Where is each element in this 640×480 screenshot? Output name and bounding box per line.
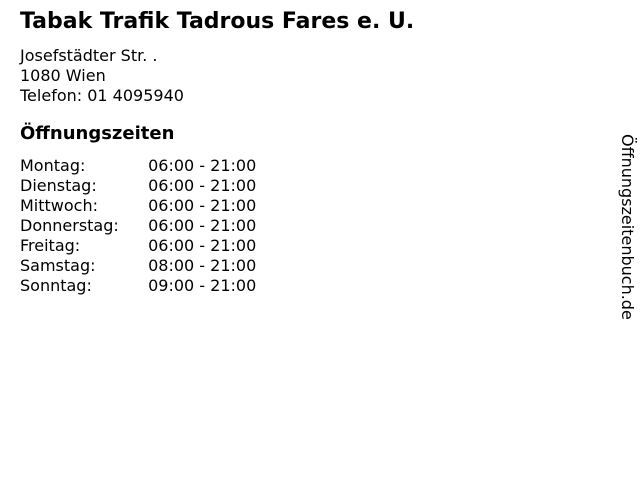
address-street: Josefstädter Str. . (20, 46, 158, 65)
time-value: 06:00 - 21:00 (148, 176, 257, 195)
time-value: 09:00 - 21:00 (148, 276, 257, 295)
hours-row: Dienstag: 06:00 - 21:00 (20, 176, 256, 196)
day-label: Mittwoch: (20, 196, 98, 215)
opening-hours-list: Montag: 06:00 - 21:00 Dienstag: 06:00 - … (20, 156, 256, 296)
day-label: Samstag: (20, 256, 96, 275)
hours-row: Montag: 06:00 - 21:00 (20, 156, 256, 176)
time-value: 06:00 - 21:00 (148, 196, 257, 215)
time-value: 06:00 - 21:00 (148, 156, 257, 175)
hours-row: Sonntag: 09:00 - 21:00 (20, 276, 256, 296)
day-label: Sonntag: (20, 276, 92, 295)
day-label: Donnerstag: (20, 216, 119, 235)
business-name: Tabak Trafik Tadrous Fares e. U. (20, 9, 415, 34)
address-city: 1080 Wien (20, 66, 106, 85)
day-label: Dienstag: (20, 176, 97, 195)
hours-row: Freitag: 06:00 - 21:00 (20, 236, 256, 256)
phone-line: Telefon: 01 4095940 (20, 86, 184, 105)
day-label: Montag: (20, 156, 86, 175)
hours-row: Mittwoch: 06:00 - 21:00 (20, 196, 256, 216)
time-value: 06:00 - 21:00 (148, 236, 257, 255)
address-block: Josefstädter Str. . 1080 Wien Telefon: 0… (20, 46, 184, 106)
time-value: 06:00 - 21:00 (148, 216, 257, 235)
watermark-vertical-text: Öffnungszeitenbuch.de (618, 134, 637, 320)
hours-row: Donnerstag: 06:00 - 21:00 (20, 216, 256, 236)
opening-hours-heading: Öffnungszeiten (20, 123, 175, 144)
time-value: 08:00 - 21:00 (148, 256, 257, 275)
day-label: Freitag: (20, 236, 81, 255)
hours-row: Samstag: 08:00 - 21:00 (20, 256, 256, 276)
